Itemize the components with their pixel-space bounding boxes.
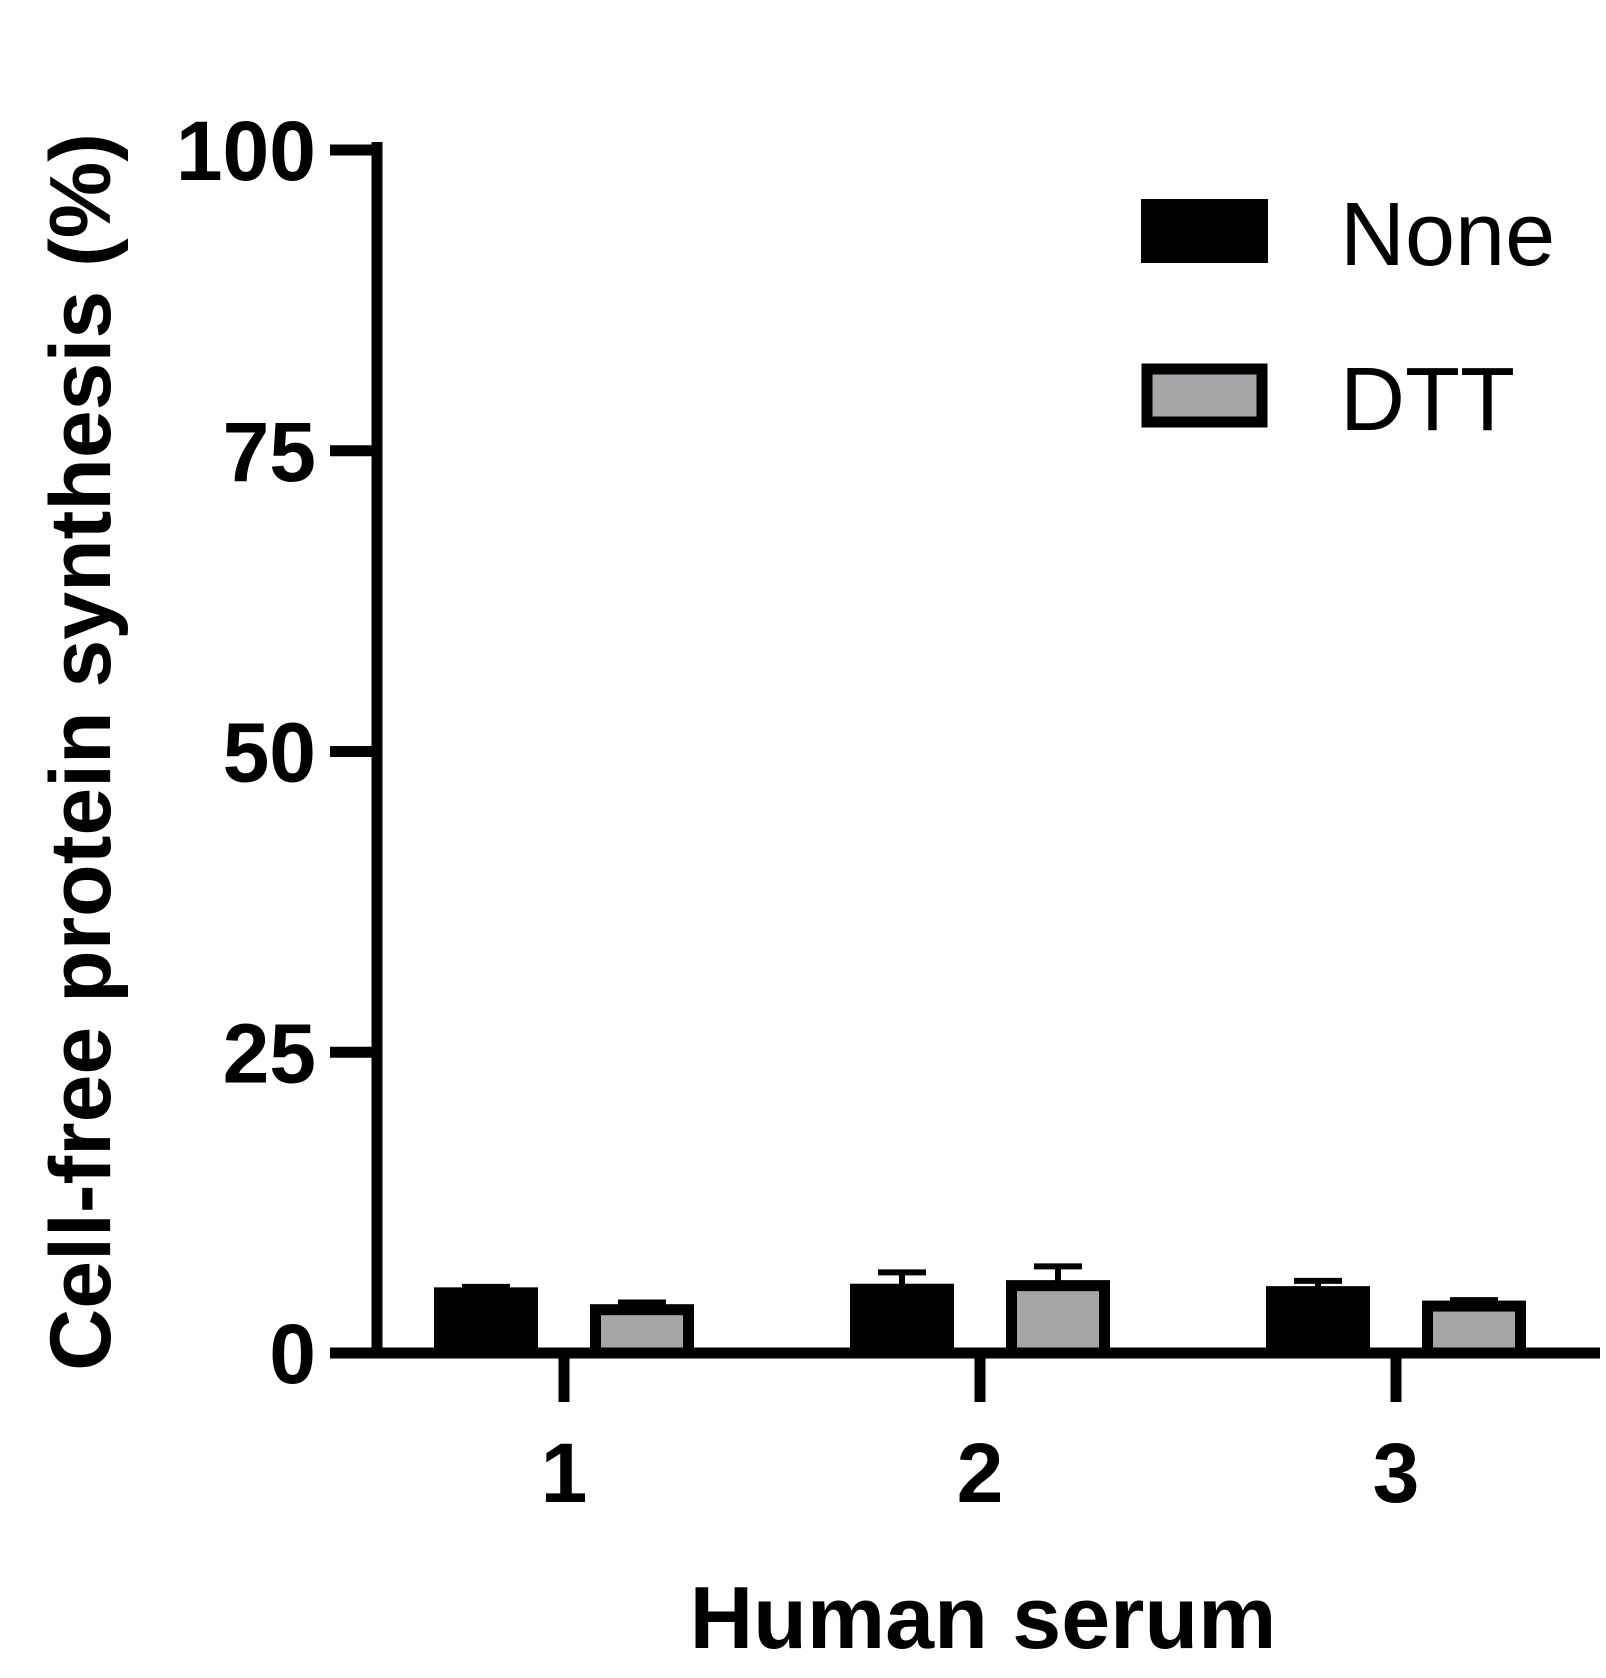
- bar-none-1: [434, 1287, 538, 1359]
- x-tick-label-2: 2: [957, 1426, 1004, 1520]
- error-bars-layer: [462, 1263, 1498, 1310]
- legend-swatch-dtt: [1141, 363, 1268, 428]
- bars-layer: [434, 1280, 1526, 1359]
- bar-dtt-2: [1006, 1280, 1110, 1359]
- y-tick-label-50: 50: [223, 706, 316, 800]
- y-axis-label: Cell-free protein synthesis (%): [33, 133, 129, 1371]
- bar-none-3: [1266, 1286, 1370, 1359]
- bar-dtt-3: [1422, 1300, 1526, 1359]
- x-tick-label-1: 1: [541, 1426, 588, 1520]
- bar-none-2: [850, 1283, 954, 1359]
- x-axis-ticks: 1 2 3: [541, 1353, 1420, 1520]
- legend: None DTT: [1141, 185, 1555, 450]
- legend-swatch-none: [1141, 199, 1268, 263]
- y-tick-label-100: 100: [176, 104, 316, 198]
- legend-label-dtt: DTT: [1340, 350, 1515, 450]
- y-tick-label-25: 25: [223, 1006, 316, 1100]
- x-axis-label: Human serum: [690, 1568, 1277, 1667]
- legend-label-none: None: [1340, 185, 1555, 285]
- x-tick-label-3: 3: [1373, 1426, 1420, 1520]
- y-tick-label-75: 75: [223, 405, 316, 499]
- bar-dtt-1: [590, 1304, 694, 1359]
- y-axis-ticks: 0 25 50 75 100: [176, 104, 377, 1401]
- y-tick-label-0: 0: [269, 1307, 316, 1401]
